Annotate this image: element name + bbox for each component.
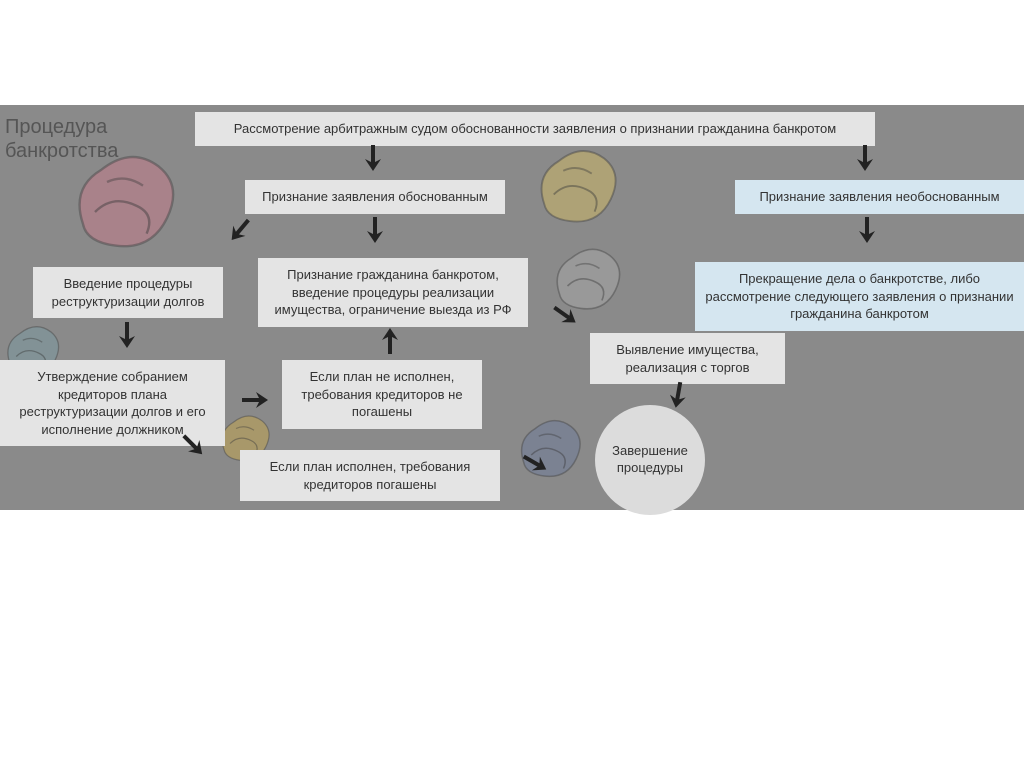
node-n_bankr: Признание гражданина банкротом, введение…: [258, 258, 528, 327]
node-n_obos: Признание заявления обоснованным: [245, 180, 505, 214]
node-label: Введение процедуры реструктуризации долг…: [52, 276, 205, 309]
node-n_plan1: Если план исполнен, требования кредиторо…: [240, 450, 500, 501]
node-label: Признание гражданина банкротом, введение…: [275, 267, 512, 317]
node-label: Утверждение собранием кредиторов плана р…: [19, 369, 205, 437]
node-n_restr: Введение процедуры реструктуризации долг…: [33, 267, 223, 318]
node-label: Завершение процедуры: [595, 443, 705, 477]
title-line-1: Процедура: [5, 115, 118, 139]
node-n_top: Рассмотрение арбитражным судом обоснован…: [195, 112, 875, 146]
node-label: Признание заявления обоснованным: [262, 189, 488, 204]
armchair-deco: [60, 140, 190, 260]
node-n_end: Завершение процедуры: [595, 405, 705, 515]
node-n_neob: Признание заявления необоснованным: [735, 180, 1024, 214]
node-label: Если план не исполнен, требования кредит…: [301, 369, 462, 419]
node-label: Признание заявления необоснованным: [759, 189, 999, 204]
node-n_sobr: Утверждение собранием кредиторов плана р…: [0, 360, 225, 446]
node-n_stop: Прекращение дела о банкротстве, либо рас…: [695, 262, 1024, 331]
head-deco: [530, 135, 625, 235]
node-label: Если план исполнен, требования кредиторо…: [270, 459, 471, 492]
node-n_asset: Выявление имущества, реализация с торгов: [590, 333, 785, 384]
node-label: Выявление имущества, реализация с торгов: [616, 342, 758, 375]
node-label: Прекращение дела о банкротстве, либо рас…: [705, 271, 1013, 321]
node-label: Рассмотрение арбитражным судом обоснован…: [234, 121, 836, 136]
box-deco: [545, 238, 630, 318]
node-n_plan2: Если план не исполнен, требования кредит…: [282, 360, 482, 429]
